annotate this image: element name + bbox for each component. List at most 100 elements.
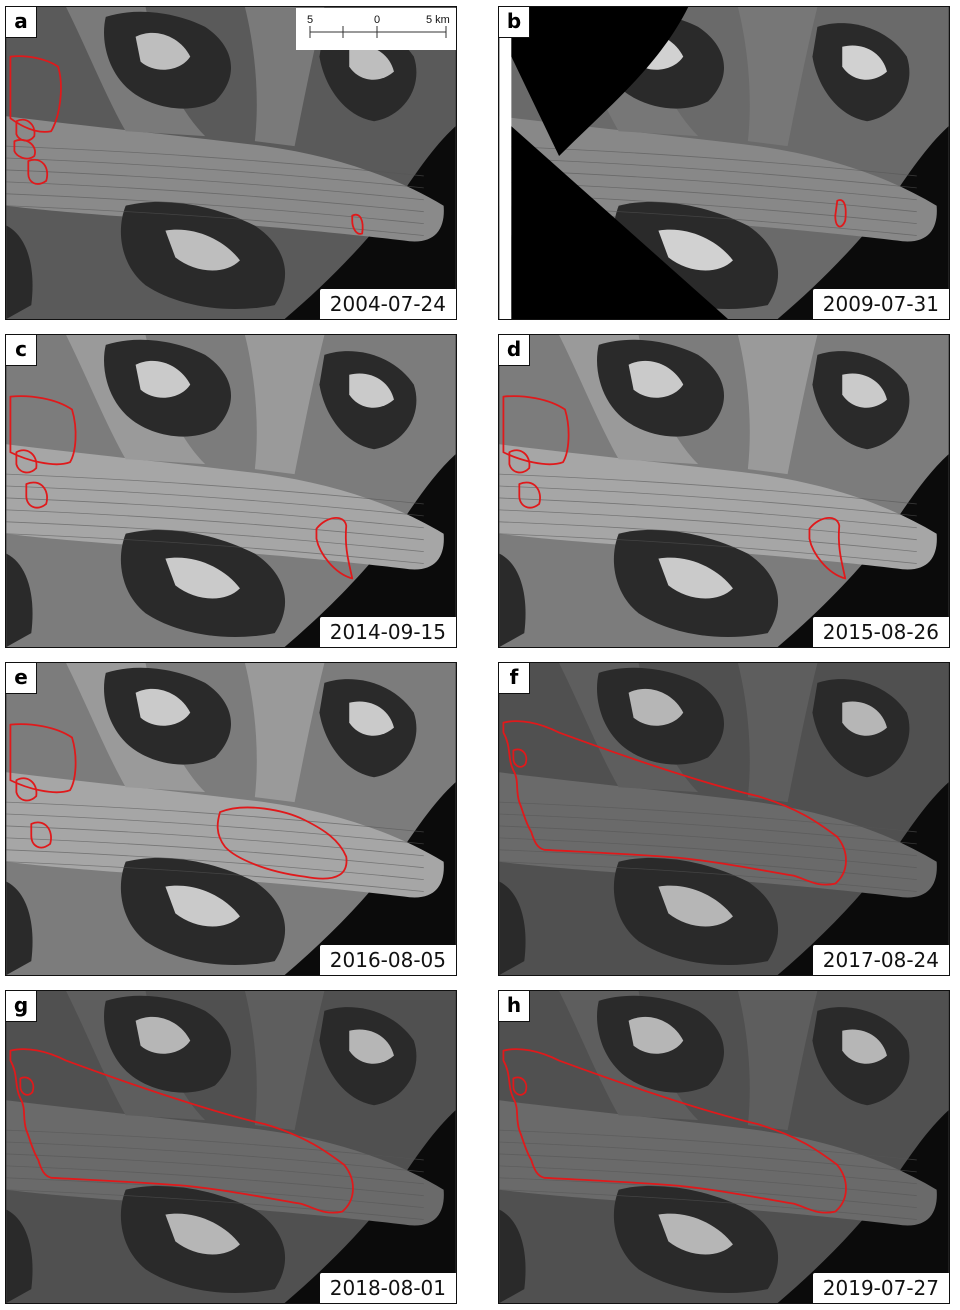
snow-patch bbox=[628, 1016, 684, 1054]
panel-letter: d bbox=[499, 335, 530, 366]
flow-line bbox=[6, 837, 424, 869]
glacier-tongue bbox=[6, 444, 444, 570]
surge-outline bbox=[15, 449, 38, 474]
surge-outline bbox=[9, 55, 62, 133]
tributary-glacier bbox=[737, 7, 818, 147]
surge-outline bbox=[9, 395, 77, 466]
ocean bbox=[777, 126, 949, 319]
tributary-glacier bbox=[737, 335, 818, 475]
surge-outline bbox=[9, 1048, 354, 1214]
snow-patch bbox=[842, 45, 887, 80]
snow-patch bbox=[658, 557, 733, 599]
panel-letter: a bbox=[6, 7, 37, 38]
panel-letter: h bbox=[499, 991, 530, 1022]
surge-outline bbox=[502, 395, 570, 466]
image-date: 2004-07-24 bbox=[319, 289, 456, 319]
no-data-strip bbox=[499, 7, 512, 319]
surge-outline bbox=[25, 481, 48, 509]
scale-label-right: 5 km bbox=[426, 14, 450, 26]
panel-f: f 2017-08-24 bbox=[498, 662, 950, 976]
surge-outline bbox=[315, 517, 354, 580]
scale-bar: 5 0 5 km bbox=[296, 8, 456, 50]
surge-outline bbox=[13, 139, 36, 160]
snow-patch bbox=[165, 885, 240, 927]
ocean bbox=[284, 1110, 456, 1303]
ocean bbox=[284, 126, 456, 319]
panel-letter: e bbox=[6, 663, 37, 694]
glacier-tongue bbox=[499, 116, 937, 242]
flow-line bbox=[6, 521, 424, 553]
surge-outline bbox=[518, 481, 541, 509]
satellite-image bbox=[6, 663, 456, 975]
flow-line bbox=[499, 521, 917, 553]
satellite-image bbox=[499, 335, 949, 647]
flow-line bbox=[499, 813, 917, 845]
ocean bbox=[284, 454, 456, 647]
panel-letter: g bbox=[6, 991, 37, 1022]
panel-g: g 2018-08-01 bbox=[5, 990, 457, 1304]
flow-line bbox=[499, 861, 917, 892]
snow-patch bbox=[135, 360, 191, 398]
ocean bbox=[777, 782, 949, 975]
snow-patch bbox=[135, 1016, 191, 1054]
mountain-rock bbox=[499, 1209, 526, 1303]
flow-line bbox=[499, 801, 917, 833]
snow-patch bbox=[658, 229, 733, 271]
snow-patch bbox=[165, 229, 240, 271]
surge-outline bbox=[216, 806, 348, 880]
tributary-glacier bbox=[244, 335, 325, 475]
surge-outline bbox=[27, 159, 49, 185]
snow-patch bbox=[842, 1029, 887, 1064]
image-date: 2009-07-31 bbox=[812, 289, 949, 319]
surge-outline bbox=[502, 1048, 847, 1214]
scale-label-left: 5 bbox=[307, 14, 313, 26]
surge-outline bbox=[502, 720, 847, 886]
glacier-tongue bbox=[6, 1100, 444, 1226]
mountain-rock bbox=[6, 553, 33, 647]
flow-line bbox=[6, 1153, 424, 1185]
surge-outline bbox=[512, 1076, 528, 1096]
panel-b: b 2009-07-31 bbox=[498, 6, 950, 320]
flow-line bbox=[6, 473, 424, 505]
flow-line bbox=[499, 837, 917, 869]
snow-patch bbox=[658, 1213, 733, 1255]
flow-line bbox=[6, 193, 424, 225]
surge-outline bbox=[834, 199, 847, 228]
flow-line bbox=[6, 485, 424, 517]
flow-line bbox=[6, 1141, 424, 1173]
flow-line bbox=[499, 497, 917, 529]
flow-line bbox=[499, 145, 917, 177]
tributary-glacier bbox=[244, 991, 325, 1131]
surge-outline bbox=[19, 1076, 35, 1096]
panel-d: d 2015-08-26 bbox=[498, 334, 950, 648]
snow-patch bbox=[165, 1213, 240, 1255]
flow-line bbox=[6, 497, 424, 529]
surge-outline bbox=[9, 723, 77, 794]
panel-letter: f bbox=[499, 663, 530, 694]
panel-h: h 2019-07-27 bbox=[498, 990, 950, 1304]
flow-line bbox=[6, 533, 424, 564]
flow-line bbox=[499, 473, 917, 505]
satellite-image bbox=[499, 663, 949, 975]
satellite-image bbox=[6, 7, 456, 319]
flow-line bbox=[6, 849, 424, 881]
mountain-rock bbox=[6, 1209, 33, 1303]
flow-line bbox=[6, 813, 424, 845]
glacier-tongue bbox=[499, 772, 937, 898]
snow-patch bbox=[842, 701, 887, 736]
snow-patch bbox=[349, 45, 394, 80]
flow-line bbox=[499, 825, 917, 857]
glacier-tongue bbox=[499, 1100, 937, 1226]
surge-outline bbox=[30, 821, 52, 849]
flow-line bbox=[6, 1189, 424, 1220]
snow-patch bbox=[628, 360, 684, 398]
snow-patch bbox=[165, 557, 240, 599]
glacier-tongue bbox=[6, 772, 444, 898]
satellite-image bbox=[499, 7, 949, 319]
surge-outline bbox=[508, 449, 531, 474]
glacier-tongue bbox=[6, 116, 444, 242]
panel-e: e 2016-08-05 bbox=[5, 662, 457, 976]
ocean bbox=[777, 454, 949, 647]
panel-letter: b bbox=[499, 7, 530, 38]
flow-line bbox=[499, 533, 917, 564]
